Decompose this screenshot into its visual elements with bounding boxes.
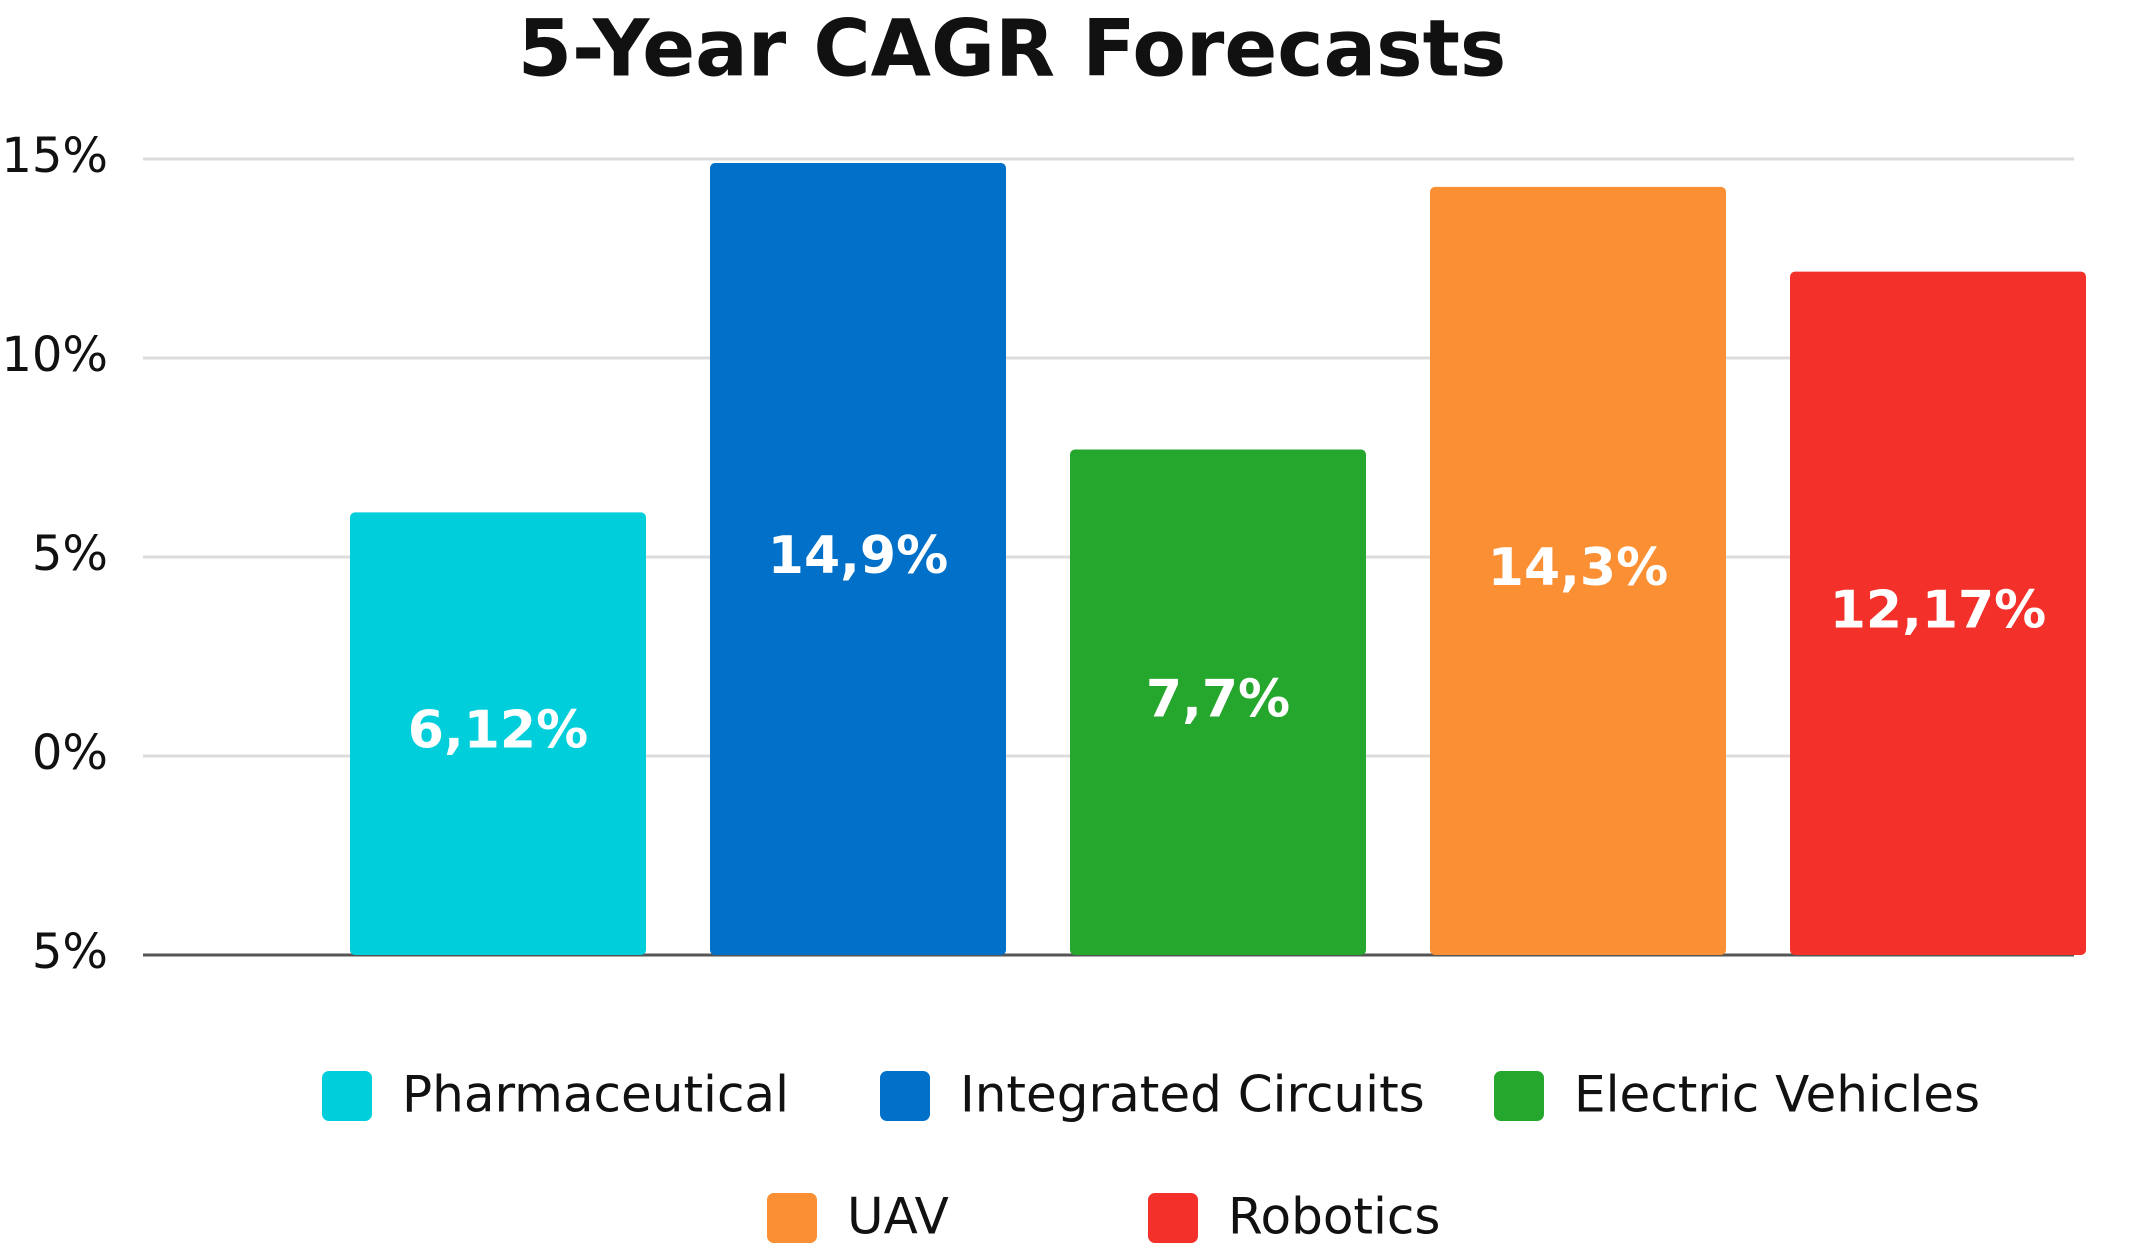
legend-swatch <box>1148 1193 1198 1243</box>
data-label: 14,9% <box>768 526 948 586</box>
bar <box>1430 186 1726 956</box>
legend-label: Pharmaceutical <box>402 1066 789 1124</box>
data-label: 12,17% <box>1830 580 2047 640</box>
y-tick-label: 10% <box>1 327 108 383</box>
bar <box>350 512 646 955</box>
legend-label: Integrated Circuits <box>960 1066 1425 1124</box>
bar <box>710 162 1006 956</box>
y-tick-label: 15% <box>1 128 108 184</box>
chart-title: 5-Year CAGR Forecasts <box>518 4 1507 94</box>
data-label: 14,3% <box>1488 538 1668 598</box>
y-tick-label: 5% <box>32 526 108 582</box>
legend-swatch <box>880 1071 930 1121</box>
legend-swatch <box>322 1071 372 1121</box>
bar <box>1070 449 1366 955</box>
legend-label: Electric Vehicles <box>1574 1066 1980 1124</box>
y-tick-label: 0% <box>32 725 108 781</box>
data-label: 7,7% <box>1146 669 1290 729</box>
legend-label: Robotics <box>1228 1188 1440 1246</box>
data-label: 6,12% <box>408 701 588 761</box>
y-tick-label: 5% <box>32 924 108 980</box>
legend-swatch <box>767 1193 817 1243</box>
legend-label: UAV <box>847 1188 949 1246</box>
bar <box>1790 271 2086 955</box>
legend-swatch <box>1494 1071 1544 1121</box>
